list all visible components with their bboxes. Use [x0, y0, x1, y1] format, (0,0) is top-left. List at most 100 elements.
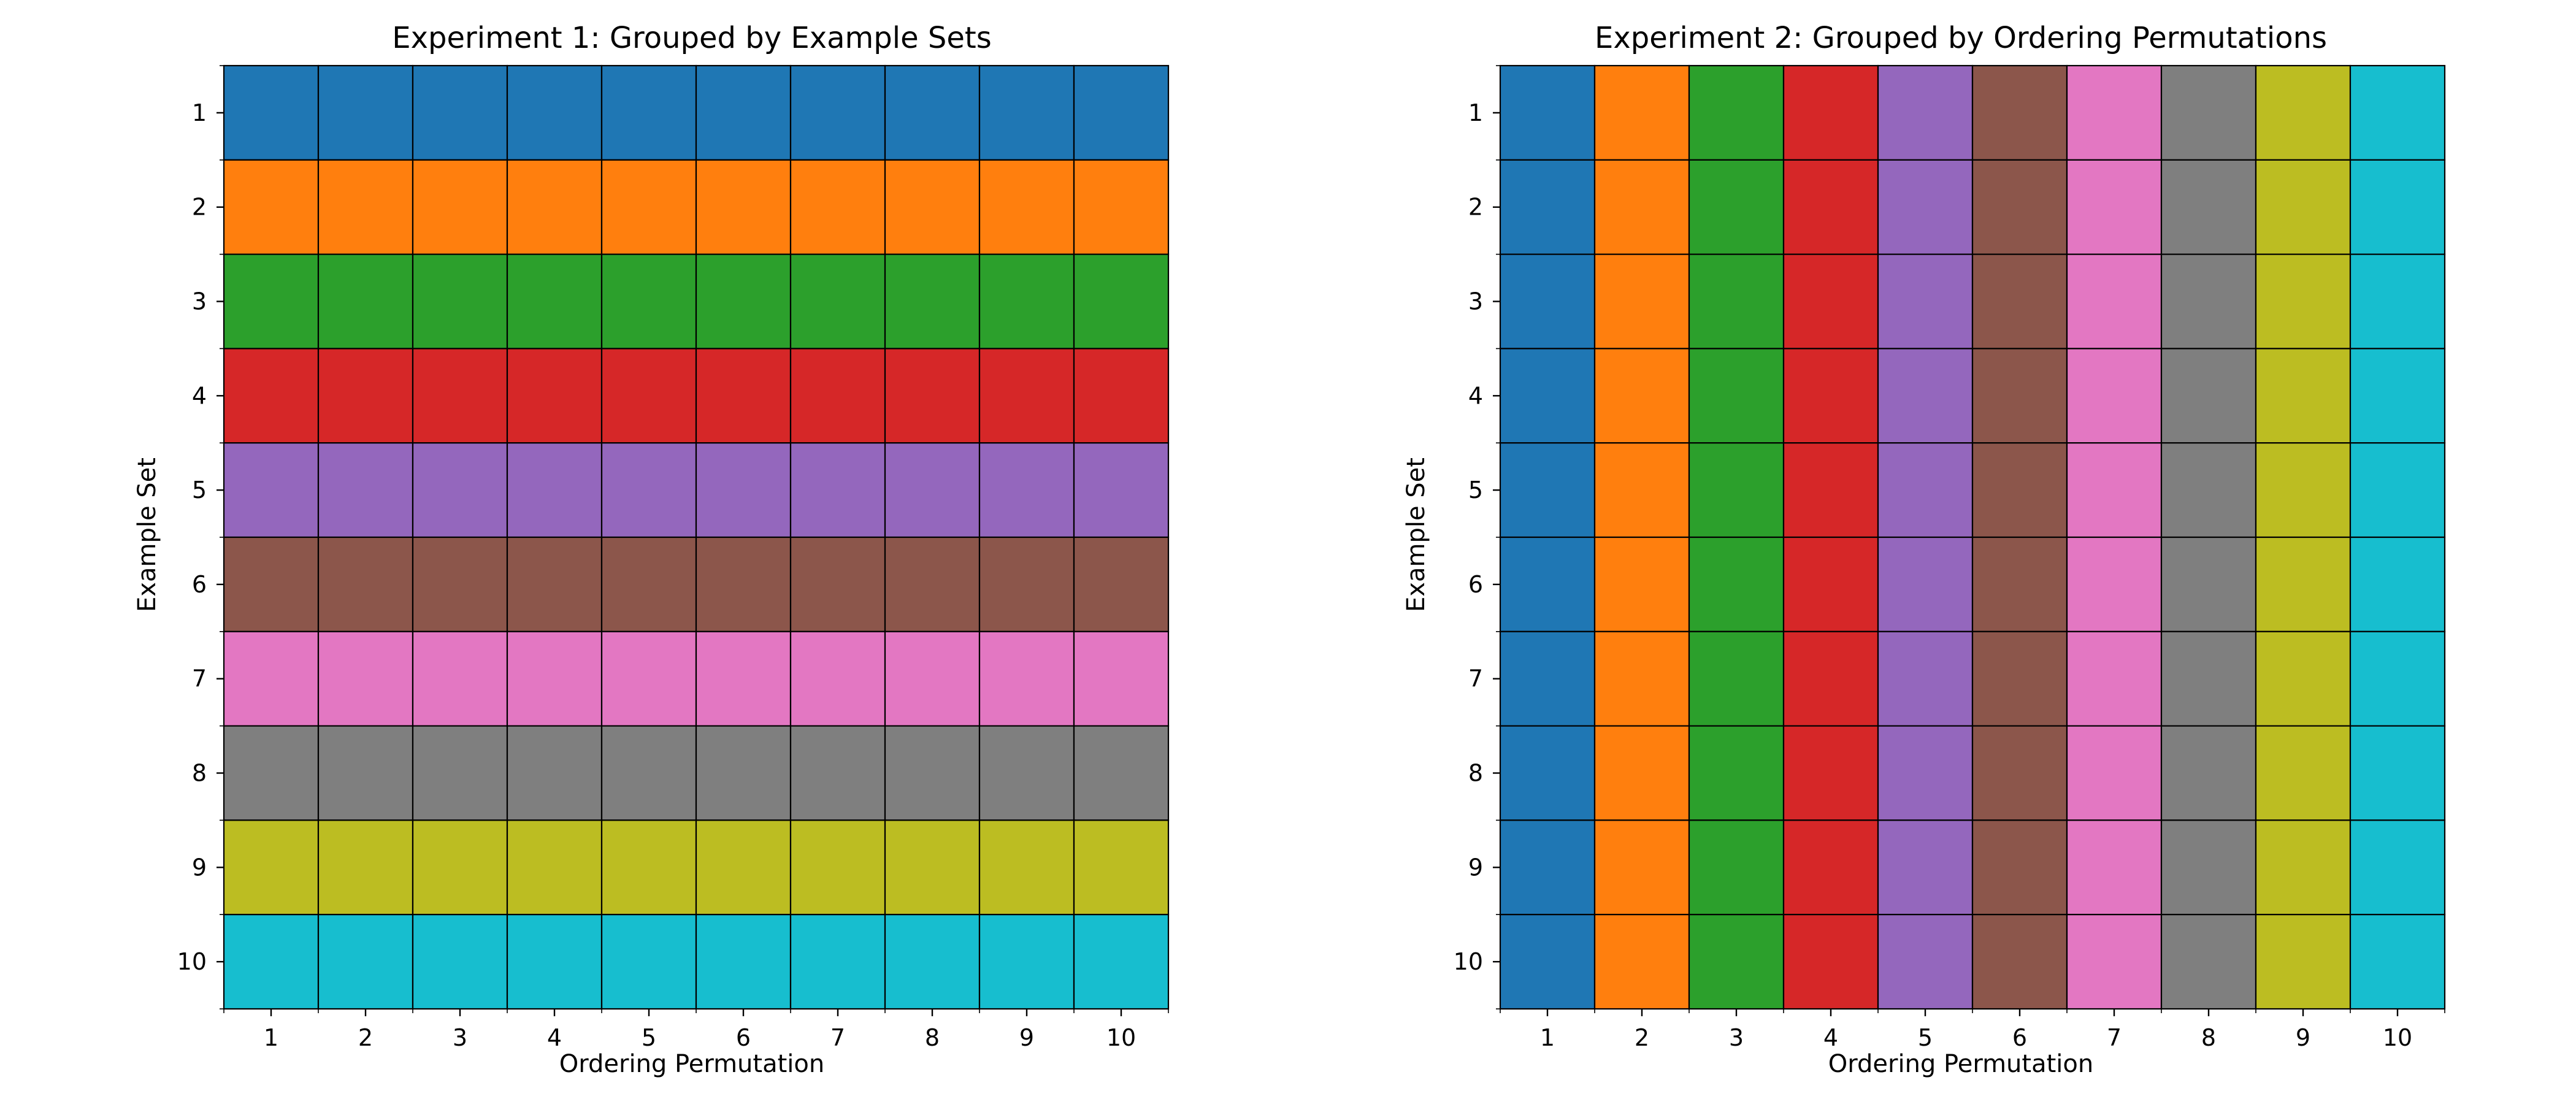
y-tick-label: 6 [1468, 571, 1483, 598]
y-tick-label: 2 [192, 194, 207, 221]
heatmap-cell [2066, 442, 2163, 538]
heatmap-cell [600, 725, 697, 821]
heatmap-cell [223, 725, 320, 821]
heatmap-cell [2160, 536, 2257, 632]
heatmap-cell [317, 253, 414, 350]
heatmap-cell [2349, 442, 2446, 538]
y-tick-label: 5 [1468, 477, 1483, 504]
heatmap-cell [600, 64, 697, 161]
heatmap-cell [1971, 253, 2068, 350]
heatmap-cell [695, 64, 792, 161]
heatmap-cell [789, 64, 886, 161]
heatmap-cell [506, 819, 603, 916]
heatmap-cell [2255, 64, 2352, 161]
heatmap-cell [2349, 819, 2446, 916]
heatmap-cell [1688, 64, 1785, 161]
heatmap-cell [884, 914, 981, 1010]
heatmap-cell [317, 159, 414, 255]
heatmap-cell [1073, 348, 1170, 444]
heatmap-cell [695, 348, 792, 444]
x-tick-label: 2 [1635, 1024, 1649, 1051]
heatmap-cell [2255, 630, 2352, 727]
heatmap-cell [1073, 536, 1170, 632]
heatmap-cell [1782, 442, 1879, 538]
heatmap-cell [2349, 64, 2446, 161]
heatmap-cell [1593, 819, 1690, 916]
heatmap-cell [1593, 536, 1690, 632]
heatmap-cell [2066, 64, 2163, 161]
heatmap-cell [412, 630, 508, 727]
y-tick-label: 7 [192, 665, 207, 692]
heatmap-cell [2160, 725, 2257, 821]
heatmap-cell [600, 819, 697, 916]
heatmap-cell [1971, 159, 2068, 255]
heatmap-cell [1688, 442, 1785, 538]
heatmap-cell [789, 630, 886, 727]
x-tick-label: 5 [642, 1024, 656, 1051]
heatmap-cell [1499, 725, 1596, 821]
heatmap-cell [2066, 159, 2163, 255]
heatmap-cell [317, 725, 414, 821]
heatmap-cell [2160, 819, 2257, 916]
x-tick-label: 3 [1729, 1024, 1744, 1051]
y-tick-label: 3 [192, 288, 207, 315]
x-tick-label: 7 [830, 1024, 845, 1051]
heatmap-cell [1971, 442, 2068, 538]
heatmap-cell [978, 914, 1075, 1010]
heatmap-cell [1499, 348, 1596, 444]
heatmap-cell [223, 819, 320, 916]
heatmap-cell [695, 914, 792, 1010]
heatmap-cell [1073, 64, 1170, 161]
heatmap-cell [412, 536, 508, 632]
heatmap-cell [2160, 914, 2257, 1010]
heatmap-cell [1877, 442, 1974, 538]
heatmap-cell [1782, 914, 1879, 1010]
heatmap-cell [1782, 348, 1879, 444]
heatmap-cell [884, 442, 981, 538]
heatmap-cell [506, 253, 603, 350]
heatmap-cells [1499, 64, 2446, 1010]
heatmap-cell [789, 914, 886, 1010]
heatmap-cell [317, 64, 414, 161]
heatmap-cell [1782, 253, 1879, 350]
heatmap-cell [978, 819, 1075, 916]
heatmap-cell [2255, 819, 2352, 916]
heatmap-cell [1073, 159, 1170, 255]
x-ticks: 1 2 3 4 5 6 7 8 9 10 [223, 1009, 1169, 1051]
heatmap-cell [1782, 64, 1879, 161]
heatmap-cell [1971, 64, 2068, 161]
heatmap-cell [2255, 725, 2352, 821]
heatmap-cell [978, 253, 1075, 350]
heatmap-cell [2066, 536, 2163, 632]
heatmap-cell [1499, 819, 1596, 916]
heatmap-cell [223, 64, 320, 161]
heatmap-cell [2349, 253, 2446, 350]
heatmap-cell [412, 725, 508, 821]
heatmap-cell [2255, 914, 2352, 1010]
heatmap-cell [1499, 64, 1596, 161]
heatmap-cell [317, 630, 414, 727]
heatmap-cell [1499, 253, 1596, 350]
heatmap-cell [695, 725, 792, 821]
heatmap-cell [1688, 159, 1785, 255]
heatmap-cell [412, 348, 508, 444]
heatmap-cell [2160, 64, 2257, 161]
x-tick-label: 9 [1019, 1024, 1034, 1051]
heatmap-cell [978, 442, 1075, 538]
y-tick-label: 1 [1468, 99, 1483, 126]
heatmap-cell [2349, 348, 2446, 444]
heatmap-cell [789, 442, 886, 538]
heatmap-cell [1688, 253, 1785, 350]
heatmap-cell [2066, 725, 2163, 821]
heatmap-cell [2349, 914, 2446, 1010]
heatmap-cell [223, 442, 320, 538]
x-tick-label: 3 [453, 1024, 467, 1051]
heatmap-cell [884, 725, 981, 821]
heatmap-cell [1877, 819, 1974, 916]
heatmap-cell [1073, 253, 1170, 350]
y-tick-label: 3 [1468, 288, 1483, 315]
x-tick-label: 6 [736, 1024, 751, 1051]
y-axis-label: Example Set [1402, 458, 1430, 612]
